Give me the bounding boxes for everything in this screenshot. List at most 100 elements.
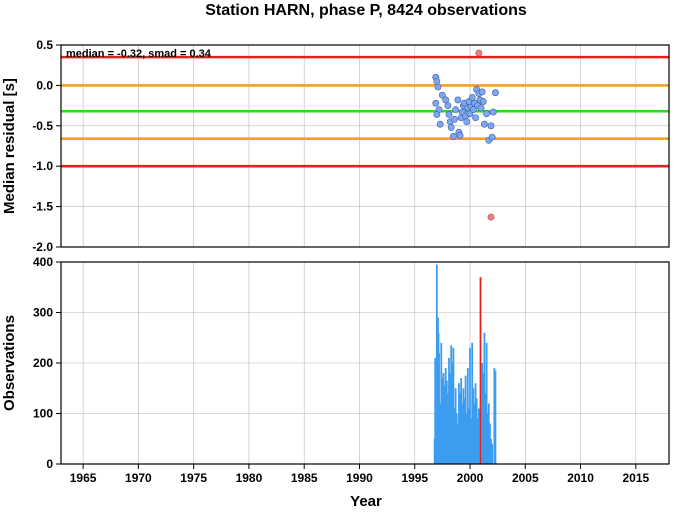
residual-point — [483, 110, 490, 118]
observation-bar — [476, 418, 479, 464]
observation-bar — [469, 347, 471, 464]
observation-bar — [445, 380, 448, 464]
x-tick-label: 2010 — [567, 471, 594, 485]
x-tick-label: 1965 — [70, 471, 97, 485]
x-tick-label: 2000 — [457, 471, 484, 485]
observation-bar — [481, 363, 484, 464]
observation-bar — [440, 342, 443, 464]
observation-bar — [444, 368, 447, 464]
residual-point — [489, 108, 497, 116]
residual-point — [456, 132, 464, 139]
reference-lines — [61, 55, 669, 168]
observation-bar — [466, 368, 469, 464]
observation-bar — [463, 398, 466, 464]
observation-bar — [486, 413, 489, 464]
observation-bar — [490, 438, 492, 464]
y-tick-label: 400 — [33, 255, 53, 269]
x-tick-label: 1985 — [291, 471, 318, 485]
observation-bar — [447, 393, 449, 464]
residual-point — [469, 106, 477, 114]
x-tick-label: 1995 — [401, 471, 428, 485]
outlier-point — [475, 49, 483, 57]
observation-bar — [489, 423, 491, 464]
observation-bar — [464, 375, 467, 464]
observation-bar — [484, 393, 487, 464]
observation-bar — [449, 373, 452, 464]
residual-point — [451, 115, 458, 123]
residual-point — [433, 77, 441, 85]
residual-point — [468, 94, 476, 101]
residual-point — [478, 88, 486, 96]
observations-bars — [433, 264, 497, 464]
observation-bar — [471, 342, 474, 464]
observation-bar — [468, 408, 470, 464]
residual-point — [433, 111, 441, 118]
residual-point — [444, 102, 452, 109]
residual-frame — [60, 44, 670, 248]
observation-bar — [453, 408, 456, 464]
residual-y-axis-label: Median residual [s] — [1, 78, 18, 214]
y-tick-label: -1.5 — [32, 200, 53, 214]
observation-bar — [439, 418, 442, 464]
observation-bar — [482, 373, 485, 464]
residual-point — [492, 89, 499, 97]
residual-point — [438, 91, 446, 99]
x-tick-label: 1970 — [125, 471, 152, 485]
residual-points — [432, 49, 499, 221]
observation-bar — [458, 383, 460, 464]
residual-point — [454, 96, 462, 104]
observation-bar — [473, 403, 476, 464]
observation-bar — [441, 378, 444, 464]
residual-point — [477, 104, 485, 112]
observations-y-axis-label: Observations — [1, 315, 18, 411]
residual-point — [452, 106, 460, 114]
y-tick-label: -0.5 — [32, 119, 53, 133]
residual-point — [487, 122, 495, 130]
observation-bar — [456, 423, 459, 464]
observation-bar — [475, 398, 478, 464]
y-tick-label: 300 — [33, 306, 53, 320]
residual-point — [447, 124, 455, 131]
observation-bar — [491, 443, 494, 464]
observation-bar — [465, 413, 468, 464]
observation-bar — [483, 332, 486, 464]
residual-point — [432, 99, 440, 107]
observation-bar — [443, 385, 446, 464]
residual-point — [434, 83, 442, 91]
chart-title: Station HARN, phase P, 8424 observations — [205, 2, 527, 19]
observation-bar — [450, 345, 453, 464]
observation-bar — [448, 357, 450, 464]
residual-point — [472, 114, 479, 122]
x-axis-label: Year — [350, 493, 382, 510]
y-tick-label: -2.0 — [32, 240, 53, 254]
observation-bar — [477, 408, 480, 464]
observation-bar — [493, 368, 496, 464]
residual-annotation: median = -0.32, smad = 0.34 — [66, 48, 212, 60]
observation-bar — [460, 378, 463, 464]
x-tick-label: 1980 — [236, 471, 263, 485]
residual-point — [479, 98, 487, 105]
y-tick-label: -1.0 — [32, 159, 53, 173]
x-tick-label: 1990 — [346, 471, 373, 485]
residual-point — [463, 118, 471, 126]
observation-bar — [474, 383, 477, 464]
residual-point — [445, 111, 453, 118]
observation-bar — [435, 264, 438, 464]
observation-bar — [455, 413, 458, 464]
residual-point — [442, 96, 450, 104]
observation-bar — [451, 363, 454, 464]
observation-bar — [459, 393, 461, 464]
observation-bar — [485, 342, 488, 464]
observations-grid — [61, 261, 669, 465]
x-tick-label: 2005 — [512, 471, 539, 485]
observation-bar — [442, 373, 445, 464]
observation-bar — [454, 388, 457, 464]
year-x-ticks: 1965 1970 1975 1980 1985 1990 1995 2000 2005 2010… — [70, 464, 650, 485]
observation-bar — [462, 388, 465, 464]
observation-bar — [461, 403, 464, 464]
x-tick-label: 1975 — [180, 471, 207, 485]
observation-bar — [472, 388, 475, 464]
y-tick-label: 0.5 — [36, 38, 53, 52]
